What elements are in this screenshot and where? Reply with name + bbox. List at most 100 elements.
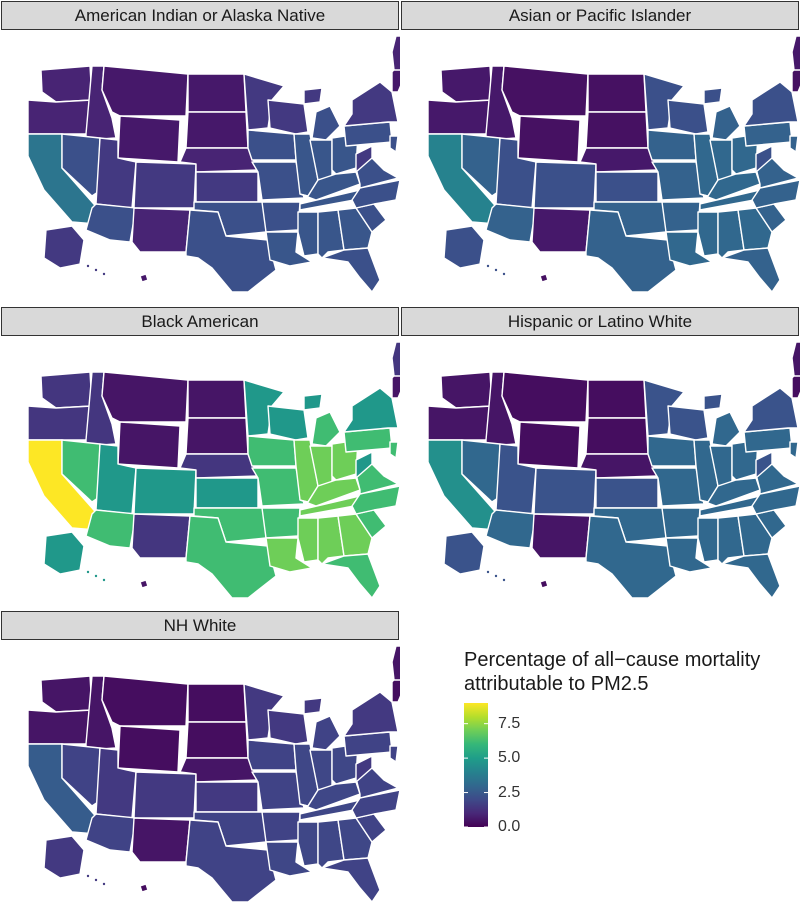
facet-panel-nh-white: NH White [0, 610, 400, 910]
state-colorado [133, 161, 197, 209]
state-kentucky [299, 477, 361, 507]
state-arizona [85, 509, 137, 549]
state-northcarolina [351, 789, 400, 819]
state-newyork [343, 387, 399, 433]
state-nevada [61, 439, 101, 503]
alaska-island [494, 268, 498, 272]
alaska-island [102, 578, 106, 582]
facet-strip-title: Black American [1, 307, 399, 336]
state-westvirginia [355, 755, 373, 783]
state-kentucky [299, 781, 361, 811]
state-wyoming [517, 115, 581, 163]
state-iowa [247, 435, 297, 467]
us-map [27, 35, 400, 293]
state-iowa [247, 739, 297, 771]
us-map [427, 35, 800, 293]
state-southdakota [185, 417, 249, 455]
state-maine [391, 341, 400, 377]
state-iowa [647, 129, 697, 161]
colorbar-tick-label: 5.0 [498, 749, 521, 767]
state-newmexico [531, 513, 591, 559]
state-washington [40, 675, 93, 713]
state-florida [321, 857, 381, 903]
state-colorado [133, 467, 197, 515]
state-michigan [703, 393, 723, 411]
state-georgia [337, 513, 373, 557]
state-arizona [85, 813, 137, 853]
state-westvirginia [355, 145, 373, 173]
state-montana [101, 65, 189, 117]
us-map [27, 341, 400, 599]
colorbar-tick-label: 2.5 [498, 783, 521, 801]
state-arkansas [661, 507, 701, 539]
state-arkansas [261, 201, 301, 233]
state-mississippi [297, 821, 319, 867]
state-michiganl [311, 411, 341, 447]
state-newyork [343, 81, 399, 127]
state-washington [440, 371, 493, 409]
state-colorado [533, 161, 597, 209]
state-texas [585, 209, 677, 293]
state-wisconsin [667, 405, 709, 441]
state-hawaii [139, 883, 149, 893]
state-arizona [485, 203, 537, 243]
state-washington [440, 65, 493, 103]
state-northcarolina [351, 179, 400, 209]
state-northcarolina [751, 485, 800, 515]
state-wisconsin [667, 99, 709, 135]
state-northcarolina [751, 179, 800, 209]
state-kentucky [299, 171, 361, 201]
state-alaska [43, 835, 85, 879]
state-oregon [427, 405, 493, 441]
state-oregon [427, 99, 493, 135]
state-newyork [743, 81, 799, 127]
state-washington [40, 371, 93, 409]
state-kansas [195, 781, 259, 813]
alaska-island [94, 268, 98, 272]
state-arkansas [261, 811, 301, 843]
state-southdakota [585, 417, 649, 455]
state-mississippi [297, 211, 319, 257]
facet-panel-aian: American Indian or Alaska Native [0, 0, 400, 300]
state-michiganl [311, 105, 341, 141]
facet-strip-title: NH White [1, 611, 399, 640]
state-florida [321, 553, 381, 599]
alaska-island [86, 874, 90, 878]
state-texas [185, 515, 277, 599]
state-montana [101, 371, 189, 423]
state-nevada [461, 133, 501, 197]
state-montana [101, 675, 189, 727]
state-alaska [43, 531, 85, 575]
legend-title-line-1: Percentage of all−cause mortality [464, 649, 761, 671]
state-texas [585, 515, 677, 599]
state-iowa [247, 129, 297, 161]
state-mississippi [697, 211, 719, 257]
state-florida [721, 247, 781, 293]
legend-colorbar [464, 703, 500, 834]
state-montana [501, 371, 589, 423]
legend-title-line-2: attributable to PM2.5 [464, 673, 649, 695]
state-missouri [651, 467, 705, 507]
state-westvirginia [355, 451, 373, 479]
facet-strip-title: American Indian or Alaska Native [1, 1, 399, 30]
state-maine [391, 645, 400, 681]
state-maine [791, 35, 800, 71]
state-michigan [303, 393, 323, 411]
us-map [27, 645, 400, 903]
state-newjersey [789, 135, 799, 153]
state-kansas [595, 477, 659, 509]
state-hawaii [539, 579, 549, 589]
state-westvirginia [755, 145, 773, 173]
state-mississippi [297, 517, 319, 563]
state-southdakota [585, 111, 649, 149]
state-maine [791, 341, 800, 377]
state-iowa [647, 435, 697, 467]
state-oregon [27, 405, 93, 441]
state-colorado [533, 467, 597, 515]
state-texas [185, 209, 277, 293]
state-newmexico [531, 207, 591, 253]
state-kansas [595, 171, 659, 203]
legend-title: Percentage of all−cause mortality attrib… [464, 648, 799, 696]
state-florida [321, 247, 381, 293]
state-georgia [337, 817, 373, 861]
